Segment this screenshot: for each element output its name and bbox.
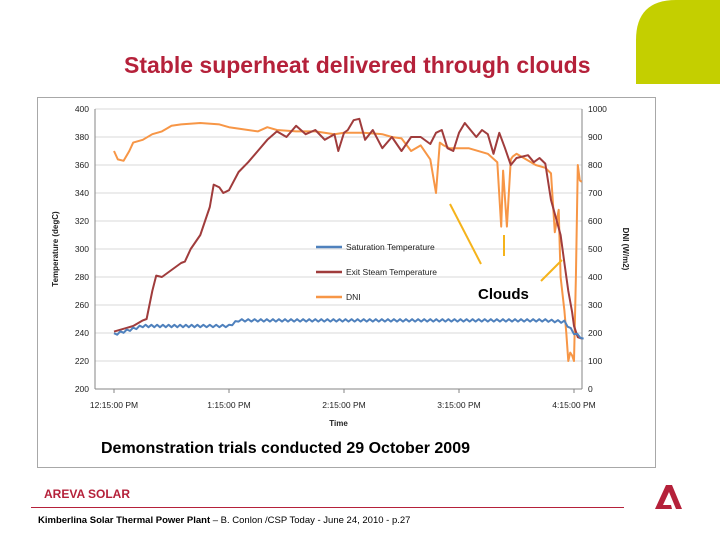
y-tick-label: 260 (75, 300, 89, 310)
x-tick-label: 2:15:00 PM (322, 400, 365, 410)
x-axis-title: Time (329, 419, 348, 428)
x-tick-label: 1:15:00 PM (207, 400, 250, 410)
corner-accent-shape (636, 0, 720, 84)
y-tick-label: 300 (75, 244, 89, 254)
y2-tick-label: 500 (588, 244, 602, 254)
areva-logo-icon (655, 485, 682, 509)
clouds-annotation: Clouds (478, 286, 529, 303)
x-tick-label: 12:15:00 PM (90, 400, 138, 410)
y-axis-title: Temperature (degC) (51, 211, 60, 287)
y-tick-label: 340 (75, 188, 89, 198)
dni-line (113, 122, 583, 362)
y-tick-label: 320 (75, 216, 89, 226)
legend-dni-label: DNI (346, 292, 361, 302)
x-tick-label: 4:15:00 PM (552, 400, 595, 410)
y2-tick-label: 100 (588, 356, 602, 366)
chart: 200 220 240 260 280 300 320 340 360 380 400 0 100 200… (51, 104, 630, 428)
legend-exit-steam-label: Exit Steam Temperature (346, 267, 437, 277)
exit-steam-temperature-line (113, 117, 583, 340)
brand-label: AREVA SOLAR (44, 487, 131, 501)
y-tick-label: 400 (75, 104, 89, 114)
y-tick-label: 360 (75, 160, 89, 170)
footer-project: Kimberlina Solar Thermal Power Plant (38, 515, 211, 526)
x-tick-label: 3:15:00 PM (437, 400, 480, 410)
callout-line (449, 203, 482, 265)
y-tick-label: 380 (75, 132, 89, 142)
y2-tick-label: 700 (588, 188, 602, 198)
saturation-temperature-line (113, 318, 584, 340)
footer-credit: – B. Conlon /CSP Today - June 24, 2010 -… (210, 515, 411, 526)
y2-tick-label: 600 (588, 216, 602, 226)
slide-title: Stable superheat delivered through cloud… (124, 52, 591, 78)
callout-line (540, 259, 563, 282)
y-tick-label: 200 (75, 384, 89, 394)
footer: Kimberlina Solar Thermal Power Plant – B… (38, 515, 410, 526)
y2-tick-label: 200 (588, 328, 602, 338)
y2-tick-label: 1000 (588, 104, 607, 114)
y2-tick-label: 900 (588, 132, 602, 142)
y2-tick-label: 800 (588, 160, 602, 170)
y2-tick-label: 400 (588, 272, 602, 282)
footer-rule (31, 507, 624, 508)
y2-tick-label: 0 (588, 384, 593, 394)
y-tick-label: 220 (75, 356, 89, 366)
y-tick-label: 240 (75, 328, 89, 338)
legend-saturation-label: Saturation Temperature (346, 242, 435, 252)
chart-frame: 200 220 240 260 280 300 320 340 360 380 400 0 100 200… (37, 97, 656, 468)
y2-tick-label: 300 (588, 300, 602, 310)
y2-axis-title: DNI (W/m2) (621, 228, 630, 271)
slide-caption: Demonstration trials conducted 29 Octobe… (101, 440, 470, 457)
y-tick-label: 280 (75, 272, 89, 282)
